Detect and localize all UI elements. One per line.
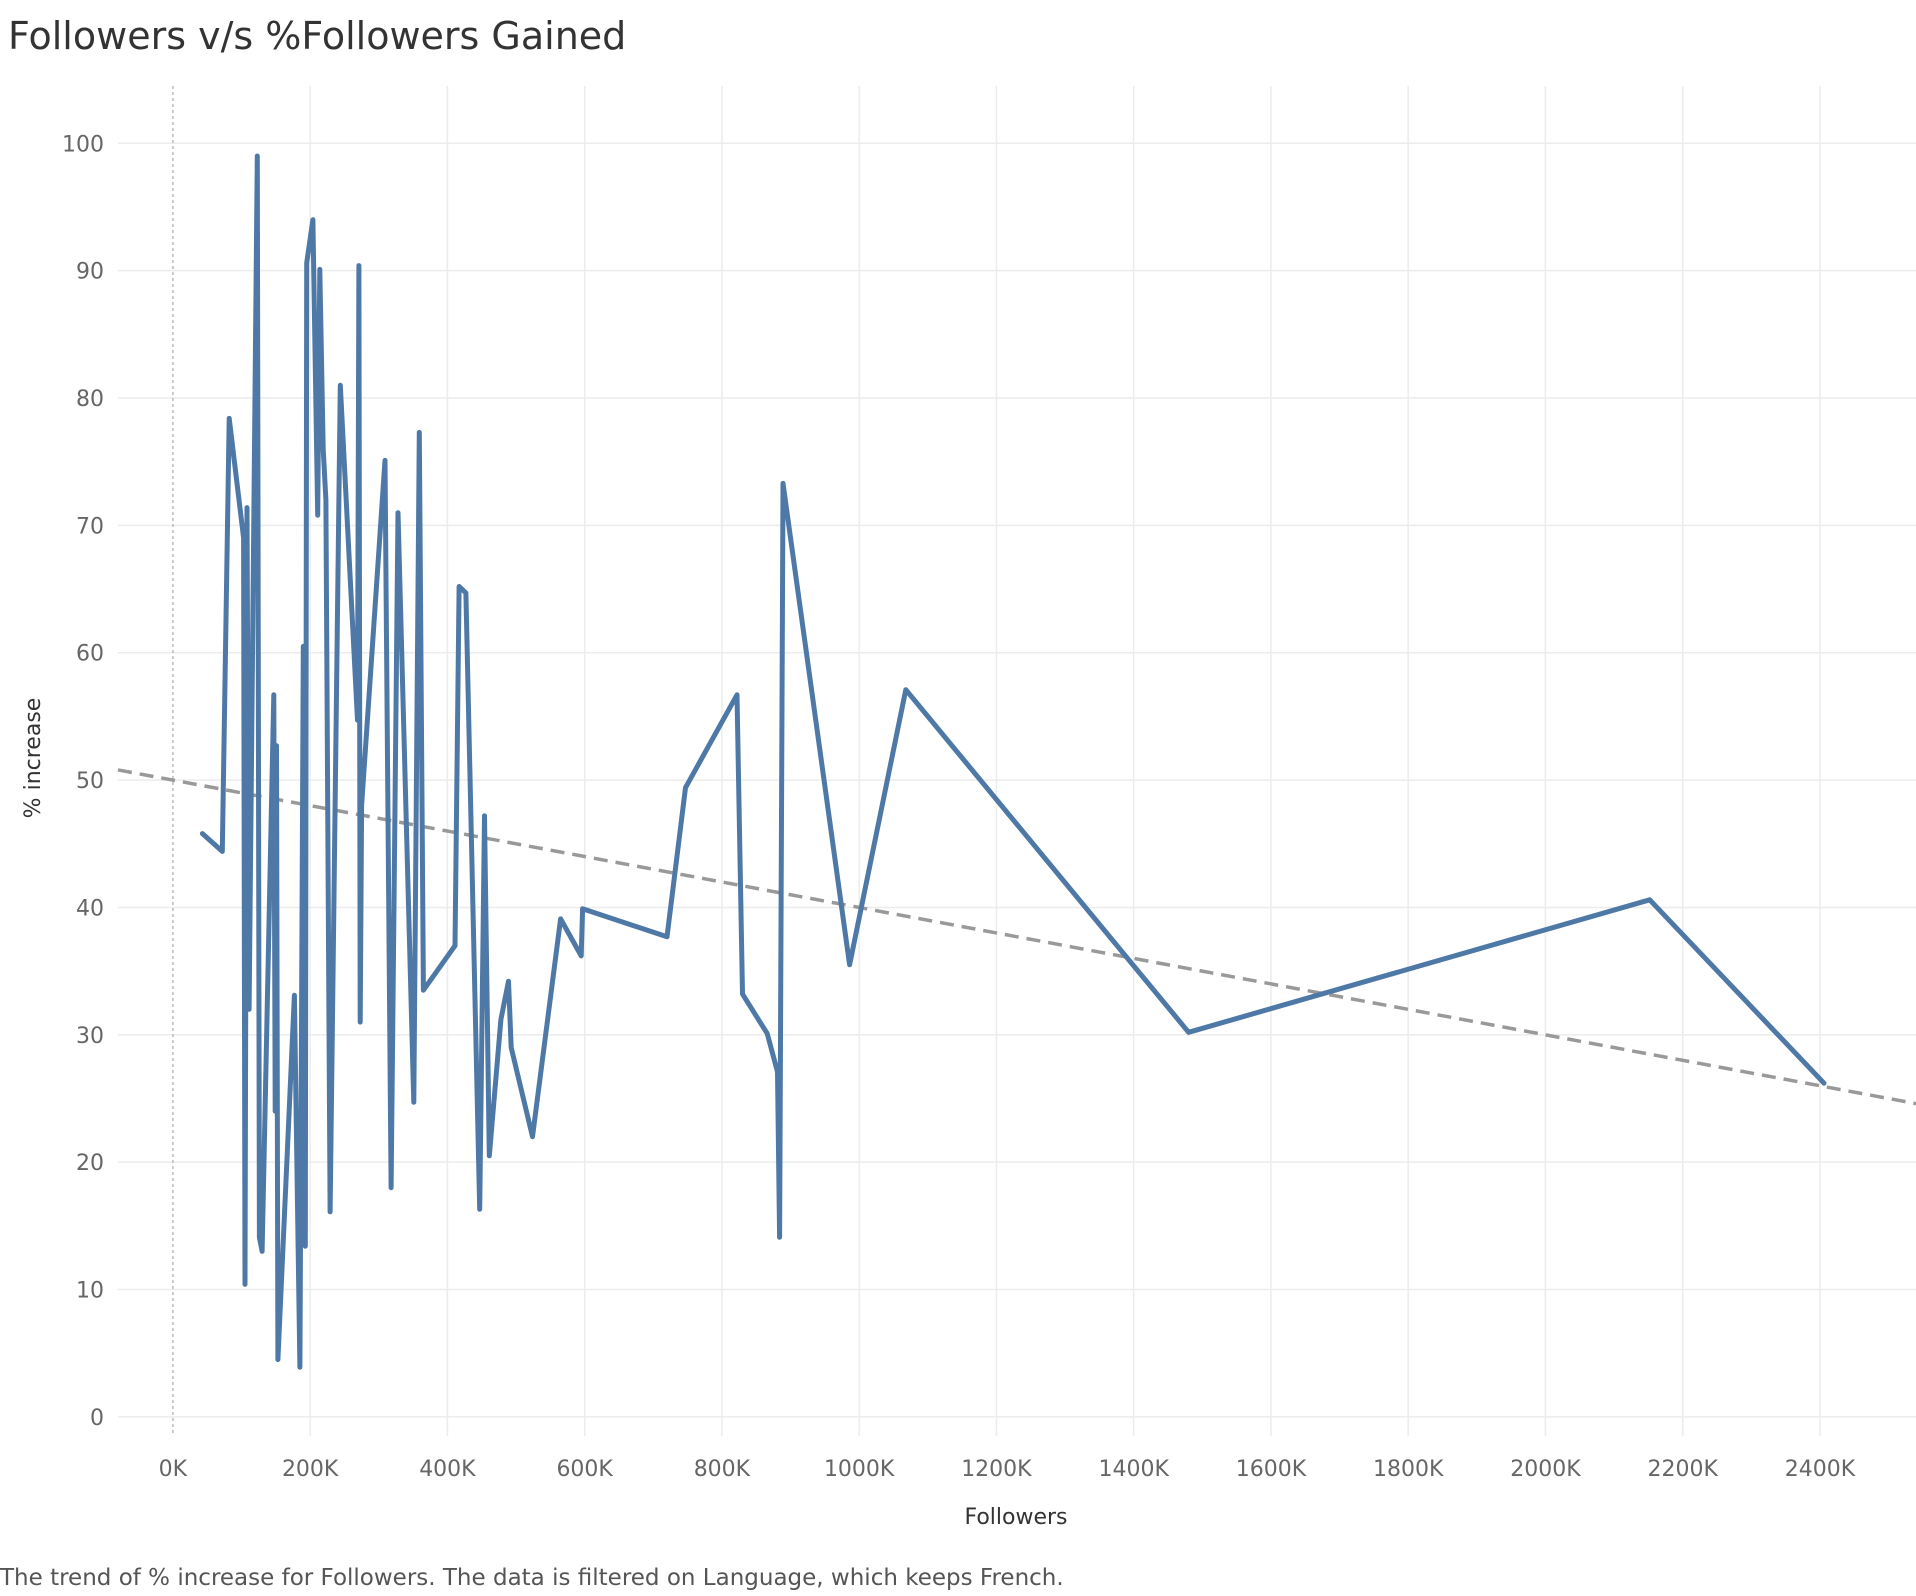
y-tick-label: 100 bbox=[62, 132, 104, 157]
x-axis-title: Followers bbox=[964, 1505, 1067, 1530]
y-tick-label: 30 bbox=[76, 1024, 104, 1049]
x-tick-label: 1000K bbox=[824, 1457, 895, 1482]
y-tick-label: 40 bbox=[76, 896, 104, 921]
series-line bbox=[199, 153, 1827, 1370]
chart-title: Followers v/s %Followers Gained bbox=[8, 14, 627, 58]
x-tick-label: 1600K bbox=[1236, 1457, 1307, 1482]
x-tick-label: 2400K bbox=[1785, 1457, 1856, 1482]
y-tick-label: 50 bbox=[76, 769, 104, 794]
y-axis-ticks: 0 10 20 30 40 50 60 70 80 90 100 bbox=[62, 132, 104, 1431]
x-axis-ticks: 0K 200K 400K 600K 800K 1000K 1200K 1400K 1600K 18… bbox=[159, 1457, 1856, 1482]
y-tick-label: 20 bbox=[76, 1151, 104, 1176]
y-tick-label: 10 bbox=[76, 1279, 104, 1304]
x-tick-label: 2200K bbox=[1647, 1457, 1718, 1482]
y-tick-label: 80 bbox=[76, 387, 104, 412]
x-tick-label: 0K bbox=[159, 1457, 188, 1482]
y-tick-label: 60 bbox=[76, 642, 104, 667]
x-tick-label: 600K bbox=[556, 1457, 613, 1482]
y-tick-label: 0 bbox=[90, 1406, 104, 1431]
x-tick-label: 200K bbox=[282, 1457, 339, 1482]
y-tick-label: 90 bbox=[76, 260, 104, 285]
y-tick-label: 70 bbox=[76, 514, 104, 539]
x-tick-label: 800K bbox=[694, 1457, 751, 1482]
x-tick-label: 1400K bbox=[1098, 1457, 1169, 1482]
x-tick-label: 400K bbox=[419, 1457, 476, 1482]
y-axis-title: % increase bbox=[21, 698, 46, 819]
x-tick-label: 2000K bbox=[1510, 1457, 1581, 1482]
trend-line bbox=[117, 768, 1916, 1106]
chart-caption: The trend of % increase for Followers. T… bbox=[0, 1565, 1064, 1591]
x-tick-label: 1200K bbox=[961, 1457, 1032, 1482]
x-tick-label: 1800K bbox=[1373, 1457, 1444, 1482]
series-lines bbox=[199, 153, 1827, 1370]
trend-line-path bbox=[117, 768, 1916, 1106]
